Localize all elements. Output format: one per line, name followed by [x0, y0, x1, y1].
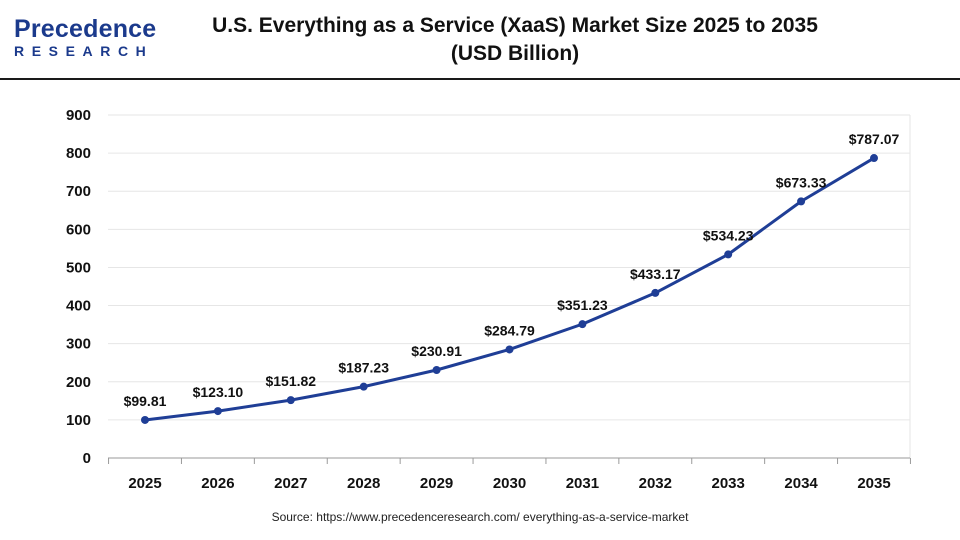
data-point — [724, 250, 733, 259]
chart-title-line2: (USD Billion) — [450, 42, 580, 65]
data-label: $230.91 — [411, 343, 462, 359]
data-point — [432, 365, 441, 374]
y-tick-label: 800 — [66, 145, 91, 162]
x-tick-label: 2032 — [639, 475, 672, 492]
y-tick-label: 700 — [66, 183, 91, 200]
y-tick-label: 400 — [66, 298, 91, 315]
data-label: $673.33 — [776, 174, 827, 190]
data-point — [578, 320, 587, 329]
y-tick-label: 900 — [66, 107, 91, 124]
y-tick-label: 100 — [66, 412, 91, 429]
axes: 0 100 200 300 400 500 600 700 800 900 2025 2026 2027… — [66, 107, 911, 492]
y-tick-label: 0 — [83, 450, 91, 467]
data-point — [359, 382, 368, 391]
y-tick-label: 600 — [66, 221, 91, 238]
data-point — [651, 288, 660, 297]
data-point — [797, 197, 806, 206]
data-label: $99.81 — [124, 393, 167, 409]
x-tick-label: 2027 — [274, 475, 307, 492]
data-label: $284.79 — [484, 322, 535, 338]
data-point — [870, 154, 878, 163]
data-point — [141, 415, 149, 424]
x-tick-label: 2033 — [712, 475, 745, 492]
series-line — [144, 156, 875, 422]
x-tick-label: 2029 — [420, 475, 453, 492]
chart-title-line1: U.S. Everything as a Service (XaaS) Mark… — [212, 14, 818, 37]
x-tick-label: 2035 — [857, 475, 890, 492]
logo-subtitle: RESEARCH — [14, 43, 154, 59]
data-labels: $99.81 $123.10 $151.82 $187.23 $230.91 $284.7… — [124, 131, 900, 409]
data-point — [505, 345, 514, 354]
brand-logo: Precedence RESEARCH — [14, 16, 164, 64]
data-label: $351.23 — [557, 297, 608, 313]
data-label: $534.23 — [703, 227, 754, 243]
gridlines — [108, 114, 911, 458]
x-tick-label: 2034 — [784, 475, 818, 492]
line-chart: 0 100 200 300 400 500 600 700 800 900 2025 2026 2027… — [66, 107, 911, 492]
header: Precedence RESEARCH U.S. Everything as a… — [0, 0, 960, 80]
logo-wordmark: Precedence — [14, 15, 157, 43]
x-tick-label: 2025 — [128, 475, 161, 492]
data-label: $151.82 — [265, 373, 316, 389]
y-tick-label: 300 — [66, 336, 91, 353]
source-note: Source: https://www.precedenceresearch.c… — [271, 510, 689, 524]
x-tick-label: 2031 — [566, 475, 599, 492]
chart-title: U.S. Everything as a Service (XaaS) Mark… — [210, 12, 820, 68]
y-tick-label: 500 — [66, 259, 91, 276]
data-label: $123.10 — [193, 384, 244, 400]
series-line-group — [141, 154, 878, 424]
data-point — [286, 396, 295, 405]
x-tick-label: 2030 — [493, 475, 526, 492]
x-tick-label: 2028 — [347, 475, 380, 492]
data-label: $433.17 — [630, 266, 681, 282]
data-label: $187.23 — [338, 360, 389, 376]
x-tick-label: 2026 — [201, 475, 234, 492]
y-tick-label: 200 — [66, 374, 91, 391]
data-point — [213, 407, 222, 416]
data-label: $787.07 — [849, 131, 900, 147]
